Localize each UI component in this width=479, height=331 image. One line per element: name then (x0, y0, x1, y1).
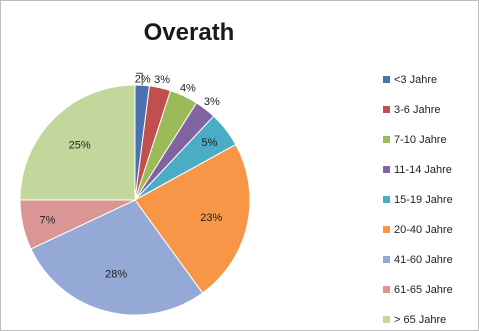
legend-label-7: 61-65 Jahre (394, 284, 453, 296)
slice-label-7: 7% (40, 215, 56, 227)
pie-slice-8 (19, 84, 136, 201)
legend-label-0: <3 Jahre (394, 74, 437, 86)
pie-slice-5 (134, 143, 251, 294)
slice-label-6: 28% (105, 269, 127, 281)
legend-swatch-1 (383, 106, 390, 113)
legend-swatch-4 (383, 196, 390, 203)
legend-label-1: 3-6 Jahre (394, 104, 440, 116)
legend-label-6: 41-60 Jahre (394, 254, 453, 266)
leader-line (136, 72, 143, 86)
slice-label-8: 25% (69, 140, 91, 152)
legend-label-4: 15-19 Jahre (394, 194, 453, 206)
pie-slices (19, 84, 251, 316)
legend-swatch-2 (383, 136, 390, 143)
legend: <3 Jahre 3-6 Jahre 7-10 Jahre 11-14 Jahre 15… (383, 74, 453, 326)
legend-swatch-6 (383, 256, 390, 263)
legend-swatch-5 (383, 226, 390, 233)
legend-label-8: > 65 Jahre (394, 314, 446, 326)
legend-swatch-0 (383, 76, 390, 83)
legend-label-2: 7-10 Jahre (394, 134, 447, 146)
pie-slice-6 (30, 199, 204, 316)
legend-swatch-3 (383, 166, 390, 173)
legend-label-5: 20-40 Jahre (394, 224, 453, 236)
slice-labels: 2% 3%4%3%5%23%28%7%25% (40, 72, 223, 281)
slice-label-2: 4% (180, 83, 196, 95)
slice-label-3: 3% (204, 96, 220, 108)
legend-label-3: 11-14 Jahre (394, 164, 452, 176)
chart-title: Overath (144, 19, 235, 46)
slice-label-1: 3% (154, 74, 170, 86)
legend-swatch-7 (383, 286, 390, 293)
legend-swatch-8 (383, 316, 390, 323)
slice-label-4: 5% (202, 137, 218, 149)
slice-label-0: 2% (135, 73, 151, 85)
slice-label-5: 23% (200, 212, 222, 224)
